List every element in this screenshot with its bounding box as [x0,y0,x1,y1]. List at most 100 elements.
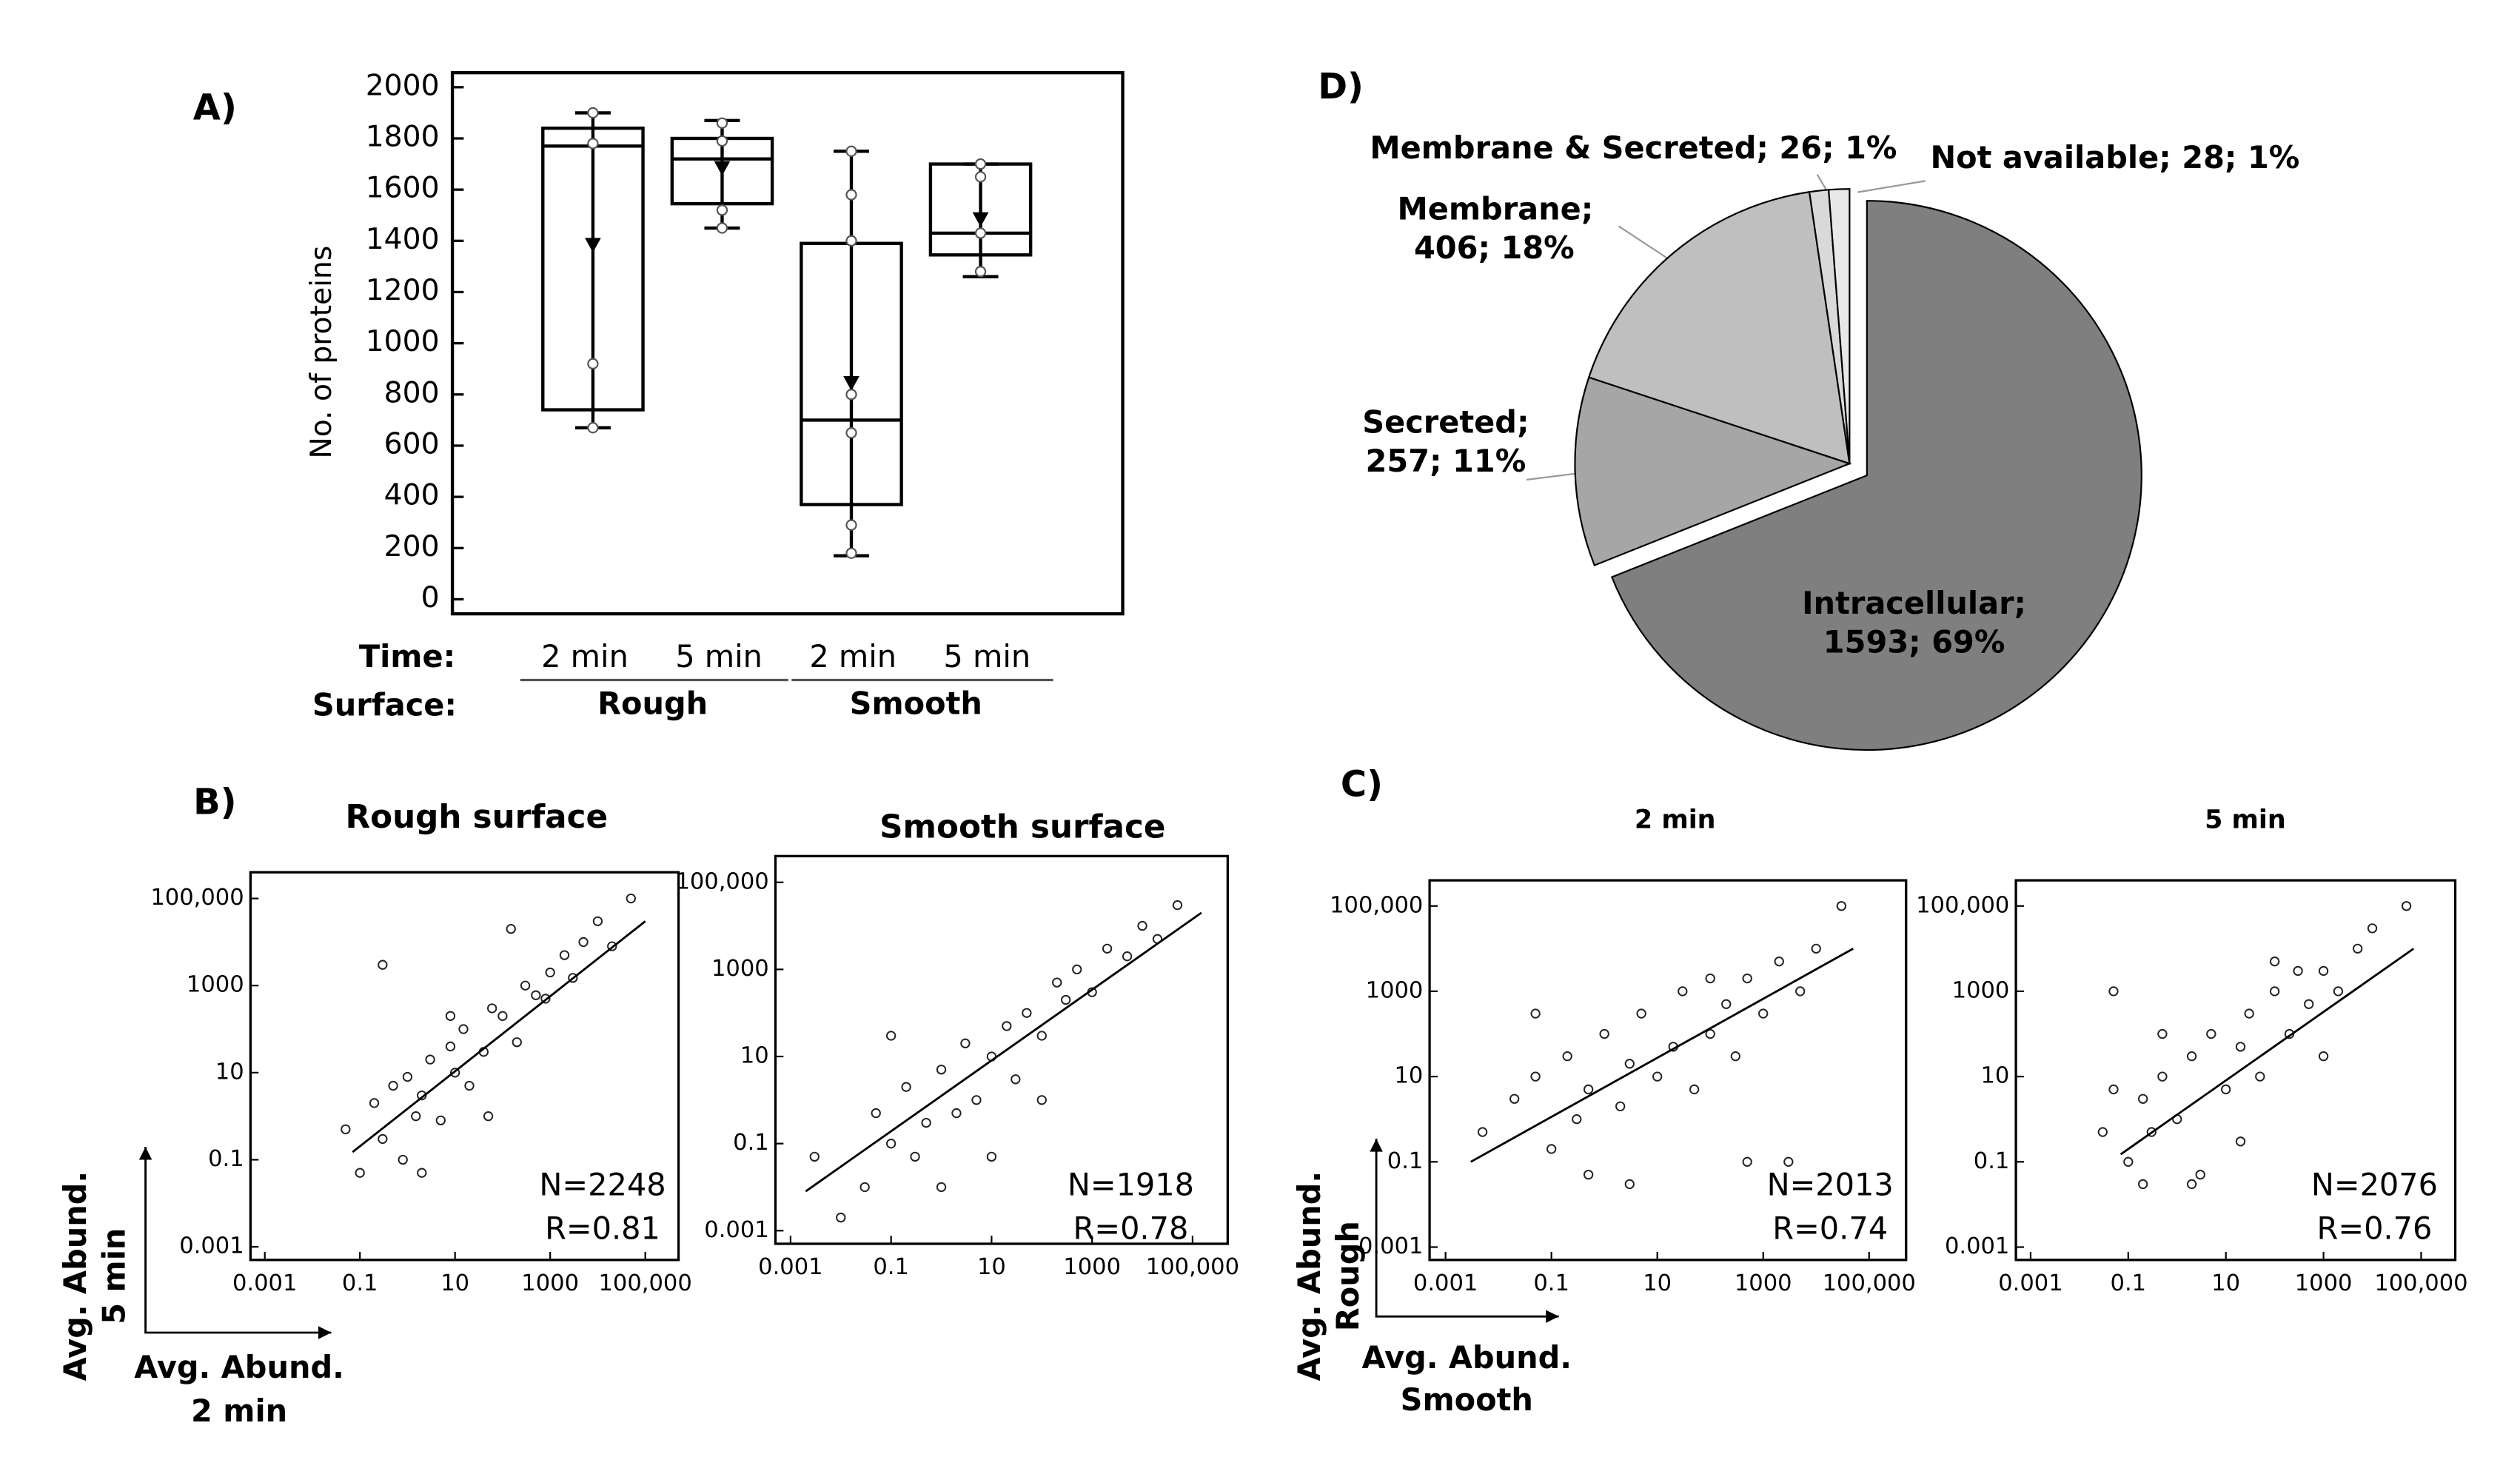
y-axis-label: Rough [1330,1221,1366,1331]
data-point [559,950,570,960]
data-point [1730,1051,1740,1062]
data-point [1836,901,1847,911]
y-tick-label: 0.1 [208,1146,244,1172]
data-point [425,1054,435,1065]
pie-label-box: Membrane; 406; 18% [1397,192,1593,267]
data-point [1002,1021,1012,1031]
y-tick-label: 1400 [366,223,440,256]
pie-label-box: Not available; 28; 1% [1930,141,2299,176]
data-point [951,1108,962,1119]
y-tick-label: 0.001 [1358,1233,1423,1259]
data-point [1036,1095,1047,1105]
x-tick-label: 0.001 [232,1270,297,1296]
y-tick-label: 10 [1981,1063,2010,1089]
data-point [974,227,987,239]
x-tick-label: 10 [977,1254,1006,1280]
data-point [464,1080,475,1091]
data-point [845,235,857,247]
x-axis-label: Avg. Abund. [1361,1340,1572,1376]
pie-slice [1827,188,1851,464]
data-point [1636,1008,1646,1019]
arrow-head [1546,1310,1559,1323]
data-point [458,1024,469,1034]
pie-slice [1587,191,1851,465]
data-point [2138,1179,2148,1190]
data-point [901,1082,911,1092]
mean-marker [972,212,989,227]
y-tick-label: 1600 [366,172,440,205]
y-tick-label: 1000 [1366,977,1424,1003]
x-axis-label: Smooth [1401,1382,1533,1418]
chart-title: Rough surface [346,799,608,836]
data-point [921,1117,931,1128]
chart-title: Smooth surface [879,808,1165,845]
data-point [1721,999,1732,1009]
arrow-head [1370,1139,1383,1152]
data-point [716,117,728,129]
data-point [378,959,388,970]
fit-line [805,911,1202,1193]
x-tick-label: 0.001 [1413,1270,1478,1296]
data-point [1599,1028,1609,1039]
data-point [445,1041,456,1052]
x-tick-label: 1000 [2295,1270,2353,1296]
y-tick-label: 1000 [187,972,244,998]
data-point [1572,1114,1582,1125]
data-point [545,967,555,978]
pie-label: Intracellular; 1593; 69% [1802,586,2027,661]
data-point [2318,1051,2329,1062]
data-point [520,980,531,991]
data-point [626,893,636,904]
data-point [369,1098,380,1108]
data-point [411,1111,421,1122]
data-point [971,1095,982,1105]
data-point [1758,1008,1769,1019]
pie-label: Membrane & Secreted; 26; 1% [1370,130,1897,167]
data-point [974,171,987,183]
data-point [388,1080,398,1091]
data-point [1615,1101,1626,1112]
data-point [1546,1144,1557,1154]
x-axis-label: 2 min [191,1393,287,1429]
data-point [1061,994,1071,1005]
y-tick-label: 10 [215,1059,244,1085]
data-point [1795,986,1806,997]
data-point [1072,964,1082,975]
x-tick-label: 10 [2211,1270,2240,1296]
pie-label-box: Intracellular; 1593; 69% [1802,586,2027,661]
y-tick-label: 0.001 [704,1217,768,1243]
y-tick-label: 0.1 [733,1130,769,1156]
y-tick-label: 100,000 [150,885,244,911]
x-tick-label: 5 min [675,639,763,674]
data-point [2269,957,2280,967]
data-point [578,937,589,948]
data-point [960,1038,971,1048]
data-point [587,358,599,369]
x-tick-label: 100,000 [599,1270,692,1296]
leader-line [1857,180,1926,193]
data-point [1811,943,1821,954]
data-point [871,1108,881,1119]
data-point [1562,1051,1572,1062]
pie-label: Secreted; 257; 11% [1362,405,1529,480]
plot-frame [249,871,680,1262]
data-point [845,427,857,439]
data-point [2123,1156,2134,1167]
group-axis-label: Surface: [312,688,457,723]
data-point [2304,999,2314,1009]
data-point [2293,965,2303,977]
data-point [1022,1008,1032,1018]
x-tick-label: 1000 [1735,1270,1792,1296]
x-tick-label: 5 min [943,639,1031,674]
data-point [402,1071,413,1082]
y-tick-label: 0.1 [1974,1148,2010,1174]
data-point [2333,986,2344,997]
data-point [716,222,728,234]
data-point [2195,1169,2205,1180]
data-point [2108,1084,2119,1095]
pie-slice [1574,376,1852,566]
data-point [587,107,599,119]
data-point [1742,973,1752,984]
data-point [2401,901,2412,911]
y-tick-label: 0 [421,581,440,614]
